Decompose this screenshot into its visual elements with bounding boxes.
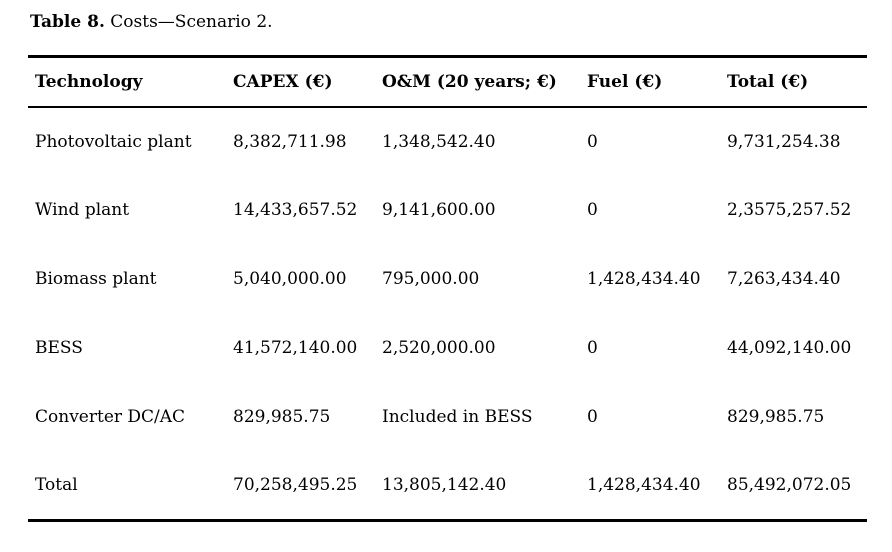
table-row-bess: BESS 41,572,140.00 2,520,000.00 0 44,092… <box>28 314 867 383</box>
table-header: Technology CAPEX (€) O&M (20 years; €) F… <box>28 57 867 107</box>
table-row-photovoltaic: Photovoltaic plant 8,382,711.98 1,348,54… <box>28 107 867 176</box>
cell-fuel: 0 <box>587 200 598 220</box>
column-header-capex: CAPEX (€) <box>233 71 333 92</box>
cell-technology: Photovoltaic plant <box>35 131 192 152</box>
cell-om: 795,000.00 <box>382 269 480 289</box>
cell-om: Included in BESS <box>382 407 533 427</box>
cell-om: 13,805,142.40 <box>382 475 507 496</box>
cell-om: 9,141,600.00 <box>382 200 496 220</box>
header-row: Technology CAPEX (€) O&M (20 years; €) F… <box>28 57 867 107</box>
cell-total: 85,492,072.05 <box>727 475 852 496</box>
cell-technology: Converter DC/AC <box>35 407 186 427</box>
cell-om: 1,348,542.40 <box>382 131 496 152</box>
cell-fuel: 0 <box>587 338 598 358</box>
cell-fuel: 1,428,434.40 <box>587 269 701 289</box>
cell-technology: Total <box>35 475 78 496</box>
cell-capex: 829,985.75 <box>233 407 331 427</box>
cell-om: 2,520,000.00 <box>382 338 496 358</box>
cell-total: 44,092,140.00 <box>727 338 852 358</box>
column-header-total: Total (€) <box>727 71 809 92</box>
cell-fuel: 1,428,434.40 <box>587 475 701 496</box>
table-row-biomass: Biomass plant 5,040,000.00 795,000.00 1,… <box>28 245 867 314</box>
cell-total: 829,985.75 <box>727 407 825 427</box>
cell-capex: 14,433,657.52 <box>233 200 358 220</box>
table-number-label: Table 8. <box>30 12 105 32</box>
table-row-converter: Converter DC/AC 829,985.75 Included in B… <box>28 383 867 452</box>
column-header-fuel: Fuel (€) <box>587 71 663 92</box>
table-title: Table 8. Costs—Scenario 2. <box>30 11 273 33</box>
table-caption: Costs—Scenario 2. <box>110 12 273 32</box>
cell-total: 2,3575,257.52 <box>727 200 852 220</box>
cell-capex: 8,382,711.98 <box>233 131 347 152</box>
cell-capex: 70,258,495.25 <box>233 475 358 496</box>
cell-fuel: 0 <box>587 407 598 427</box>
cell-total: 7,263,434.40 <box>727 269 841 289</box>
table-row-total: Total 70,258,495.25 13,805,142.40 1,428,… <box>28 452 867 521</box>
cell-technology: BESS <box>35 338 83 358</box>
cell-fuel: 0 <box>587 131 598 152</box>
cell-technology: Biomass plant <box>35 269 157 289</box>
cell-technology: Wind plant <box>35 200 130 220</box>
costs-table: Technology CAPEX (€) O&M (20 years; €) F… <box>28 55 867 522</box>
table-row-wind: Wind plant 14,433,657.52 9,141,600.00 0 … <box>28 176 867 245</box>
cell-capex: 41,572,140.00 <box>233 338 358 358</box>
table-body: Photovoltaic plant 8,382,711.98 1,348,54… <box>28 107 867 521</box>
cell-capex: 5,040,000.00 <box>233 269 347 289</box>
column-header-technology: Technology <box>35 71 143 92</box>
cell-total: 9,731,254.38 <box>727 131 841 152</box>
column-header-om: O&M (20 years; €) <box>382 71 557 92</box>
